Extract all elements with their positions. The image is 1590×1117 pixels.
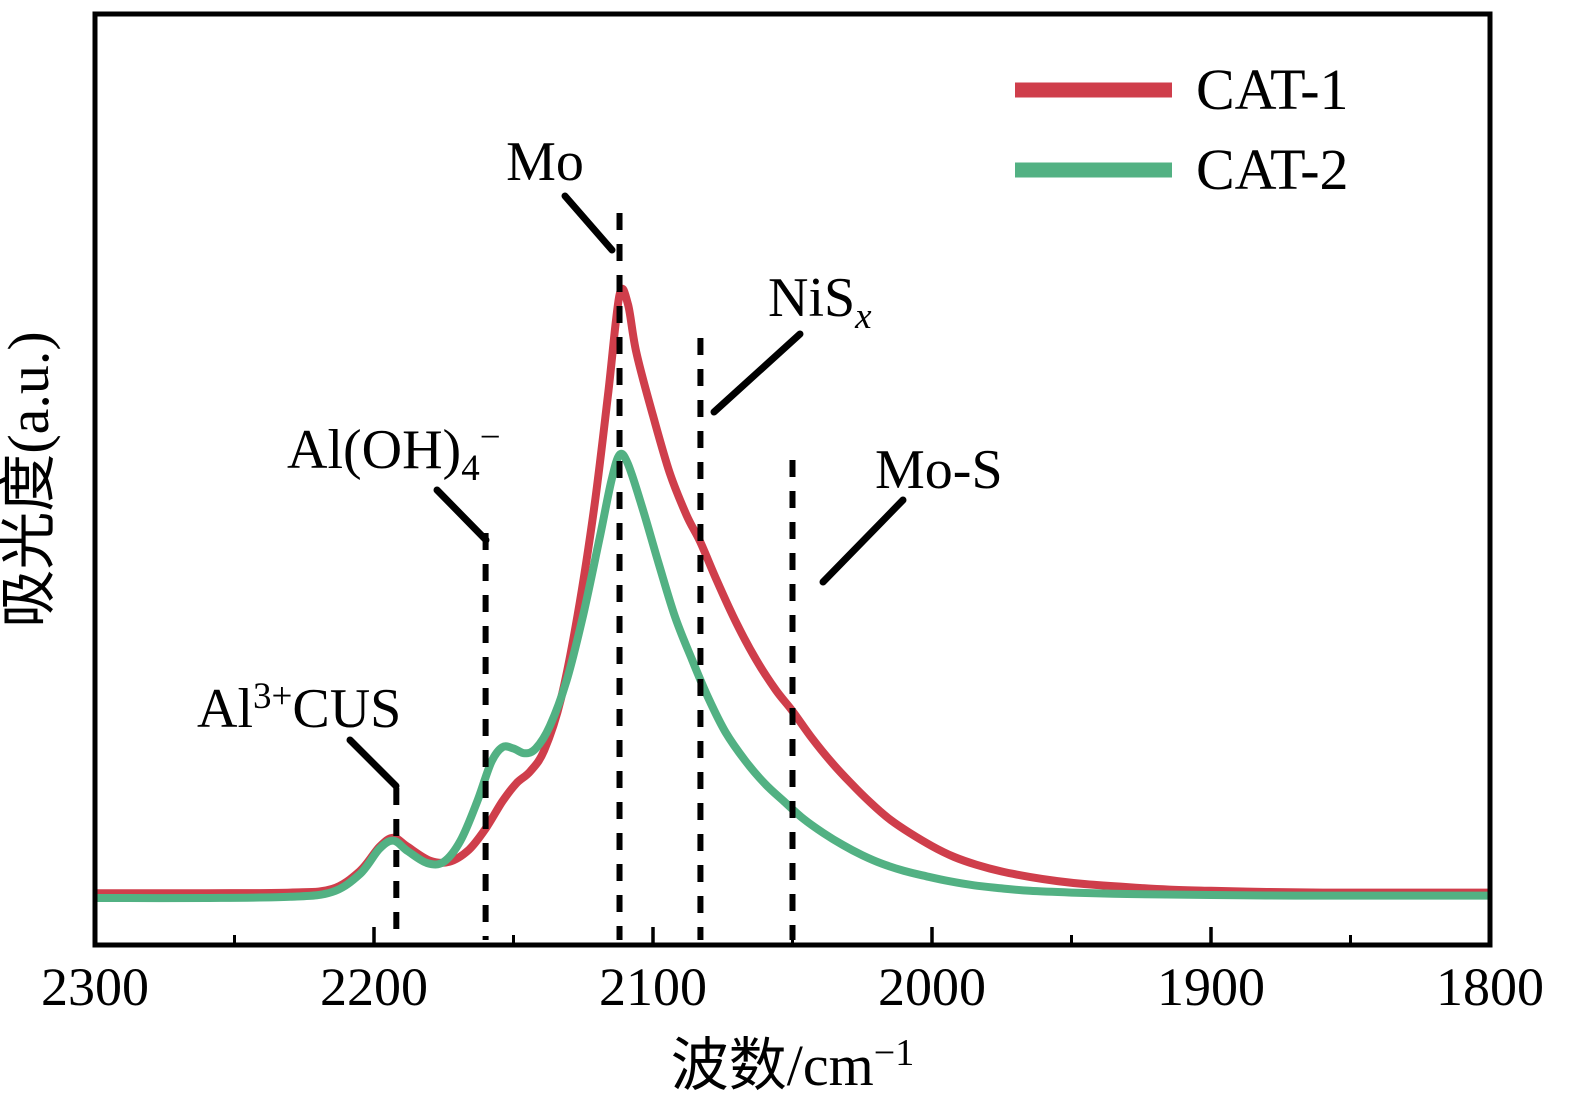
al-cus-label-pointer: [346, 736, 400, 790]
aloh4-label: Al(OH)4−: [287, 417, 501, 489]
x-tick-label-2100: 2100: [599, 957, 707, 1017]
mo-label: Mo: [506, 131, 584, 193]
mo-s-label-pointer: [819, 496, 907, 586]
x-tick-label-1900: 1900: [1157, 957, 1265, 1017]
x-tick-label-2300: 2300: [41, 957, 149, 1017]
nisx-label: NiSx: [768, 267, 872, 337]
x-axis-title: 波数/cm−1: [671, 1032, 914, 1098]
x-tick-label-2000: 2000: [878, 957, 986, 1017]
aloh4-label-pointer: [433, 486, 490, 544]
mo-label-pointer: [561, 192, 616, 254]
legend-label-cat-2: CAT-2: [1196, 137, 1349, 202]
nisx-label-pointer: [710, 330, 804, 416]
legend-label-cat-1: CAT-1: [1196, 57, 1349, 122]
mo-s-label: Mo-S: [875, 439, 1003, 501]
x-tick-label-2200: 2200: [320, 957, 428, 1017]
x-tick-label-1800: 1800: [1436, 957, 1544, 1017]
al-cus-label: Al3+CUS: [197, 676, 401, 740]
curve-cat-2: [95, 449, 1490, 903]
y-axis-title: 吸光度(a.u.): [0, 331, 61, 627]
